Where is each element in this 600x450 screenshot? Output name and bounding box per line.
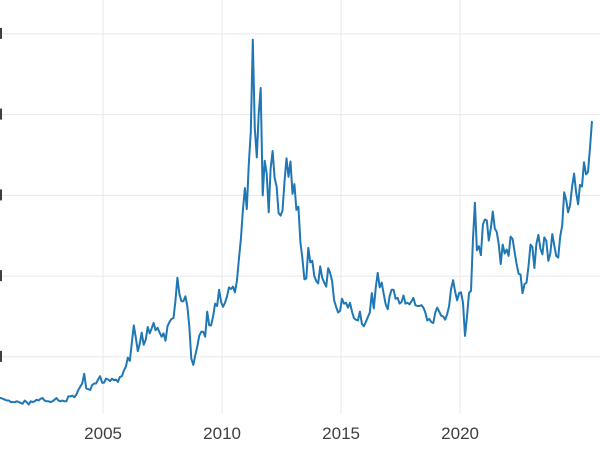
y-tick-label-fragment (0, 108, 2, 120)
x-tick-label: 2005 (84, 424, 122, 443)
x-tick-label: 2010 (203, 424, 241, 443)
x-tick-label: 2015 (322, 424, 360, 443)
y-tick-label-fragment (0, 27, 2, 39)
y-tick-label-fragment (0, 350, 2, 362)
x-tick-label: 2020 (441, 424, 479, 443)
y-tick-label-fragment (0, 189, 2, 201)
price-line (0, 38, 593, 406)
y-tick-label-fragment (0, 270, 2, 282)
